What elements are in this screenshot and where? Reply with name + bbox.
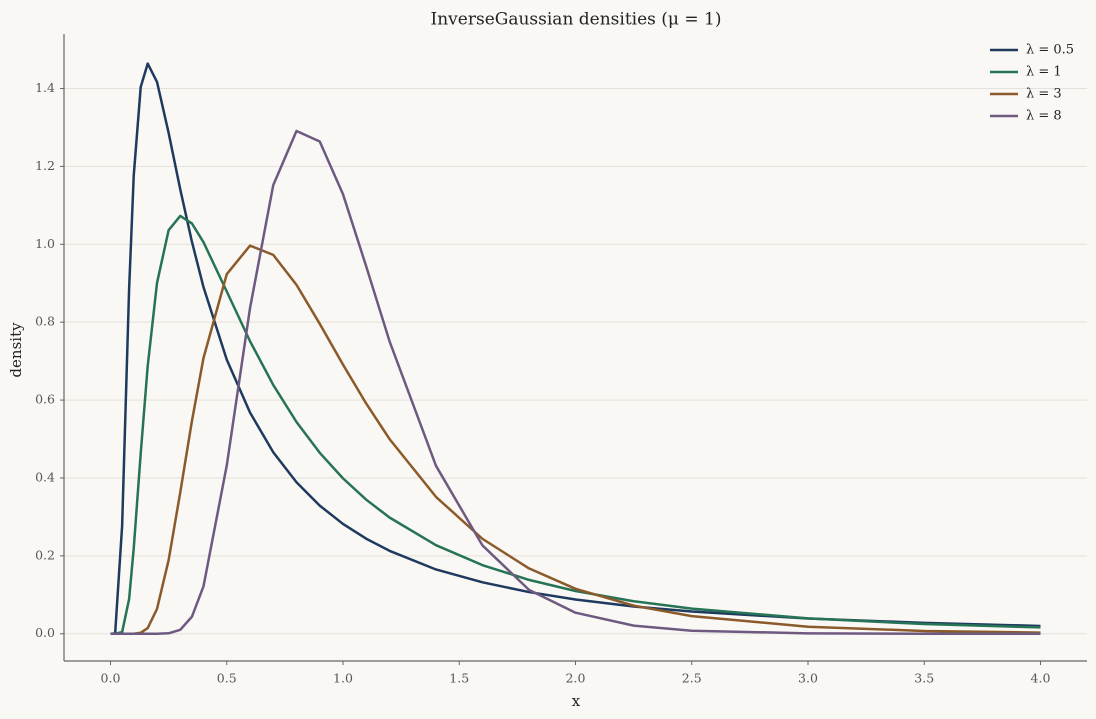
x-tick-label: 2.0 bbox=[566, 671, 586, 686]
y-tick-label: 0.6 bbox=[35, 392, 55, 407]
x-tick-label: 1.5 bbox=[449, 671, 469, 686]
y-tick-label: 0.2 bbox=[35, 547, 55, 562]
series-line bbox=[110, 129, 1041, 635]
y-tick-label: 0.4 bbox=[35, 469, 55, 484]
y-axis-label: density bbox=[7, 322, 25, 378]
chart-title: InverseGaussian densities (μ = 1) bbox=[431, 10, 722, 30]
x-tick-label: 3.0 bbox=[798, 671, 818, 686]
legend-label: λ = 1 bbox=[1026, 65, 1062, 80]
x-tick-label: 0.5 bbox=[217, 671, 237, 686]
y-tick-label: 1.4 bbox=[35, 80, 55, 95]
legend-label: λ = 8 bbox=[1026, 109, 1062, 124]
x-tick-label: 1.0 bbox=[333, 671, 353, 686]
y-tick-label: 0.8 bbox=[35, 314, 55, 329]
y-tick-label: 1.0 bbox=[35, 236, 55, 251]
x-tick-label: 0.0 bbox=[101, 671, 121, 686]
legend-label: λ = 0.5 bbox=[1026, 43, 1074, 58]
legend-label: λ = 3 bbox=[1026, 87, 1062, 102]
x-axis-label: x bbox=[572, 692, 581, 710]
y-tick-label: 0.0 bbox=[35, 625, 55, 640]
y-tick-label: 1.2 bbox=[35, 158, 55, 173]
x-tick-label: 4.0 bbox=[1031, 671, 1051, 686]
x-tick-label: 3.5 bbox=[914, 671, 934, 686]
x-tick-label: 2.5 bbox=[682, 671, 702, 686]
series-line bbox=[110, 62, 1041, 635]
